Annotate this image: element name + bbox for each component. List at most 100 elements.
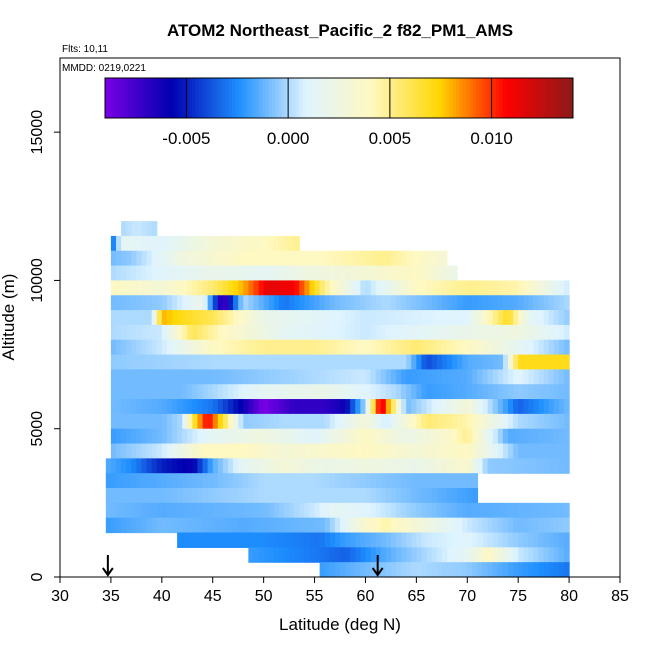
heatmap-cell [518, 443, 524, 459]
heatmap-cell [543, 310, 550, 326]
heatmap-cell [355, 443, 361, 459]
heatmap-cell [446, 339, 453, 356]
x-tick-label: 85 [611, 588, 629, 605]
heatmap-cell [457, 399, 463, 415]
heatmap-cell [538, 413, 545, 430]
heatmap-cell [360, 488, 367, 504]
heatmap-cell [421, 265, 428, 282]
heatmap-cell [564, 562, 570, 578]
heatmap-cell [197, 517, 204, 534]
heatmap-cell [396, 384, 402, 400]
heatmap-cell [421, 250, 428, 267]
heatmap-cell [477, 280, 484, 296]
heatmap-cell [472, 562, 479, 578]
heatmap-cell [406, 517, 412, 534]
heatmap-cell [334, 369, 341, 385]
colorbar-tick-label: 0.000 [267, 129, 310, 148]
heatmap-cell [401, 517, 407, 534]
heatmap-cell [543, 428, 550, 445]
heatmap-cell [329, 250, 336, 267]
heatmap-cell [197, 235, 204, 252]
heatmap-cell [161, 324, 168, 341]
heatmap-cell [345, 562, 351, 578]
heatmap-cell [477, 443, 484, 459]
heatmap-cell [289, 235, 295, 252]
heatmap-cell [421, 339, 428, 356]
heatmap-cell [355, 384, 361, 400]
heatmap-cell [187, 235, 193, 252]
heatmap-cell [564, 310, 570, 326]
heatmap-cell [334, 473, 341, 489]
heatmap-cell [141, 413, 148, 430]
heatmap-cell [161, 502, 168, 519]
heatmap-cell [513, 502, 519, 519]
heatmap-cell [426, 324, 433, 341]
heatmap-cell [416, 473, 423, 489]
heatmap-cell [146, 354, 153, 370]
heatmap-cell [172, 428, 178, 445]
heatmap-cell [248, 502, 255, 519]
heatmap-cell [355, 324, 361, 341]
heatmap-cell [304, 310, 311, 326]
heatmap-cell [289, 458, 295, 474]
heatmap-cell [380, 458, 387, 474]
heatmap-cell [121, 324, 127, 341]
colorbar-segment [486, 78, 490, 118]
heatmap-cell [141, 502, 148, 519]
heatmap-cell [207, 280, 214, 296]
heatmap-cell [212, 324, 219, 341]
heatmap-cell [441, 250, 448, 267]
heatmap-cell [141, 250, 148, 267]
heatmap-cell [233, 324, 239, 341]
heatmap-cell [543, 295, 550, 311]
heatmap-cell [268, 517, 275, 534]
colorbar-segment [185, 78, 190, 118]
heatmap-cell [177, 428, 183, 445]
heatmap-cell [309, 295, 316, 311]
heatmap-cell [182, 413, 188, 430]
heatmap-cell [340, 532, 346, 548]
heatmap-cell [177, 369, 183, 385]
heatmap-cell [406, 428, 412, 445]
heatmap-cell [446, 562, 453, 578]
heatmap-cell [197, 399, 204, 415]
heatmap-cell [197, 443, 204, 459]
heatmap-cell [131, 369, 137, 385]
colorbar-segment [362, 78, 367, 118]
heatmap-cell [340, 473, 346, 489]
heatmap-cell [375, 280, 382, 296]
heatmap-cell [538, 562, 545, 578]
heatmap-cell [166, 399, 173, 415]
heatmap-cell [110, 473, 117, 489]
heatmap-cell [161, 354, 168, 370]
heatmap-cell [319, 250, 326, 267]
heatmap-cell [548, 547, 555, 563]
colorbar-segment [118, 78, 123, 118]
heatmap-cell [228, 295, 234, 311]
colorbar-segment [278, 78, 283, 118]
colorbar-segment [432, 78, 437, 118]
heatmap-cell [533, 295, 540, 311]
heatmap-cell [497, 443, 504, 459]
heatmap-cell [457, 532, 463, 548]
heatmap-cell [350, 473, 356, 489]
colorbar-segment [566, 78, 571, 118]
heatmap-cell [172, 295, 178, 311]
heatmap-cell [329, 547, 336, 563]
heatmap-cell [380, 413, 387, 430]
heatmap-cell [564, 428, 570, 445]
heatmap-cell [360, 562, 367, 578]
heatmap-cell [462, 473, 468, 489]
heatmap-cell [212, 339, 219, 356]
heatmap-cell [528, 369, 535, 385]
colorbar-segment [409, 78, 414, 118]
heatmap-cell [538, 547, 545, 563]
heatmap-cell [543, 399, 550, 415]
heatmap-cell [558, 354, 565, 370]
heatmap-cell [207, 488, 214, 504]
heatmap-cell [319, 354, 326, 370]
heatmap-cell [151, 310, 158, 326]
colorbar-segment [141, 78, 146, 118]
heatmap-cell [263, 265, 270, 282]
heatmap-cell [564, 443, 570, 459]
